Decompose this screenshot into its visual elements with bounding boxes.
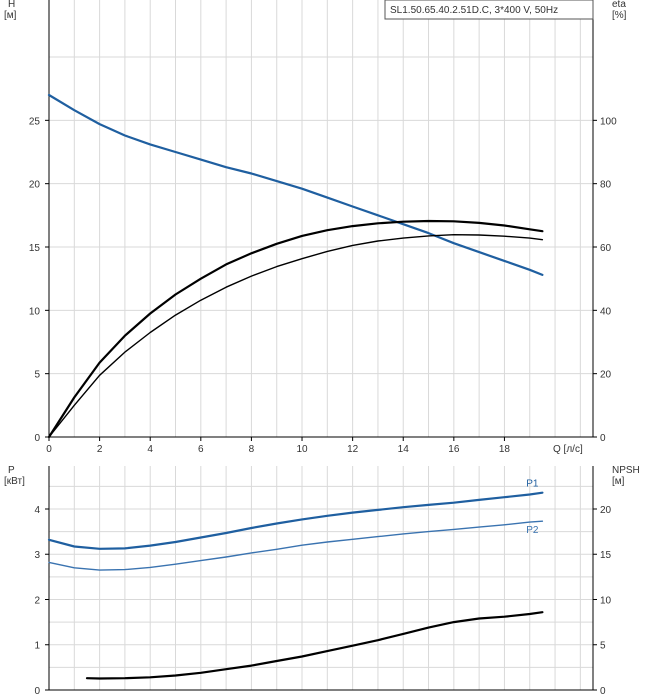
y-tick-label-right: 10: [600, 595, 612, 606]
y-axis-unit-left: [кВт]: [4, 476, 25, 487]
y-tick-label-left: 25: [29, 116, 41, 127]
y-tick-label-right: 0: [600, 686, 606, 697]
y-tick-label-right: 100: [600, 116, 617, 127]
y-axis-unit-right: [%]: [612, 10, 627, 21]
y-tick-label-left: 15: [29, 243, 41, 254]
efficiency-curve-thick: [48, 233, 544, 438]
y-tick-label-right: 5: [600, 641, 606, 652]
x-tick-label: 12: [347, 444, 359, 455]
model-label-box: SL1.50.65.40.2.51D.C, 3*400 V, 50Hz: [384, 0, 594, 20]
x-tick-label: 8: [249, 444, 255, 455]
y-tick-label-left: 3: [34, 550, 40, 561]
x-axis-title: Q [л/с]: [553, 444, 583, 455]
head-curve: [47, 93, 544, 276]
power-p1-curve: [47, 491, 544, 550]
y-axis-title-right: eta: [612, 0, 626, 10]
y-axis-unit-left: [м]: [4, 10, 17, 21]
y-tick-label-left: 0: [34, 686, 40, 697]
y-axis-title-right: NPSH: [612, 465, 640, 476]
y-axis-unit-right: [м]: [612, 476, 625, 487]
x-tick-label: 6: [198, 444, 204, 455]
y-tick-label-right: 20: [600, 370, 612, 381]
x-tick-label: 18: [499, 444, 511, 455]
npsh-curve: [85, 611, 544, 680]
y-tick-label-right: 20: [600, 505, 612, 516]
efficiency-curve-thin: [47, 219, 544, 439]
x-tick-label: 16: [448, 444, 460, 455]
power-npsh-panel: 0 1 2 3 4 0 5 10 15 20 P[кВт] NPSH[м] P1 P2: [4, 465, 640, 697]
x-tick-label: 0: [46, 444, 52, 455]
y-tick-label-right: 0: [600, 433, 606, 444]
y-axis-title-left: P: [8, 465, 15, 476]
y-axis-title-left: H: [8, 0, 15, 10]
x-tick-label: 10: [296, 444, 308, 455]
y-tick-label-right: 40: [600, 306, 612, 317]
y-tick-label-left: 10: [29, 306, 41, 317]
x-tick-label: 4: [147, 444, 153, 455]
y-tick-label-right: 80: [600, 180, 612, 191]
series-label-p2: P2: [526, 525, 539, 536]
y-tick-label-left: 5: [34, 370, 40, 381]
y-tick-label-right: 60: [600, 243, 612, 254]
x-tick-label: 14: [398, 444, 410, 455]
y-tick-label-left: 20: [29, 180, 41, 191]
y-tick-label-right: 15: [600, 550, 612, 561]
y-tick-label-left: 0: [34, 433, 40, 444]
series-label-p1: P1: [526, 479, 539, 490]
x-tick-label: 2: [97, 444, 103, 455]
model-label: SL1.50.65.40.2.51D.C, 3*400 V, 50Hz: [390, 5, 558, 16]
y-tick-label-left: 2: [34, 595, 40, 606]
head-efficiency-panel: 0 5 10 15 20 25 0 20 40 60 80 100 H[м] eta[%] 0 2 4 6 8 10 1…: [4, 0, 627, 455]
y-tick-label-left: 4: [34, 505, 40, 516]
power-p2-curve: [48, 520, 544, 571]
y-tick-label-left: 1: [34, 641, 40, 652]
